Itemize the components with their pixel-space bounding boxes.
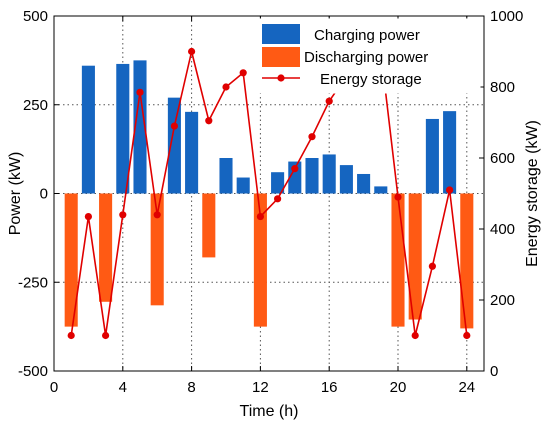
energy-storage-point bbox=[446, 186, 454, 194]
charging-power-bar bbox=[81, 65, 95, 194]
left-y-tick-label: 250 bbox=[23, 97, 48, 114]
energy-storage-point bbox=[291, 165, 299, 173]
charging-power-bar bbox=[167, 97, 181, 194]
x-tick-label: 4 bbox=[119, 379, 127, 396]
charging-power-bar bbox=[322, 154, 336, 194]
right-y-tick-label: 0 bbox=[490, 363, 498, 380]
energy-storage-point bbox=[188, 47, 196, 56]
energy-storage-point bbox=[256, 212, 264, 221]
energy-storage-point bbox=[308, 133, 316, 141]
x-axis-label: Time (h) bbox=[240, 403, 299, 420]
charging-power-bar bbox=[305, 158, 319, 194]
charging-power-bar bbox=[339, 165, 353, 194]
energy-storage-point bbox=[463, 331, 471, 340]
discharging-power-bar bbox=[391, 193, 405, 327]
charging-power-bar bbox=[374, 186, 388, 194]
left-y-tick-label: -250 bbox=[18, 274, 48, 291]
right-y-axis-label: Energy storage (kW) bbox=[524, 120, 541, 267]
charging-power-bar bbox=[185, 111, 199, 194]
charging-power-bar bbox=[271, 172, 285, 194]
right-y-tick-label: 600 bbox=[490, 150, 515, 167]
legend: Charging power Discharging power Energy … bbox=[257, 18, 481, 94]
x-tick-label: 24 bbox=[458, 379, 475, 396]
discharging-power-bar bbox=[408, 193, 422, 320]
bars bbox=[64, 60, 474, 329]
discharging-power-bar bbox=[64, 193, 78, 327]
legend-label-discharging: Discharging power bbox=[304, 49, 428, 66]
energy-storage-point bbox=[67, 331, 75, 340]
energy-storage-point bbox=[119, 211, 127, 219]
energy-storage-point bbox=[170, 122, 178, 130]
energy-storage-point bbox=[153, 211, 161, 219]
ticks: 0 4 8 12 16 20 24 -500 -250 0 250 500 0 200 400 600 800 1… bbox=[18, 8, 523, 396]
right-y-tick-label: 200 bbox=[490, 292, 515, 309]
energy-storage-point bbox=[394, 193, 402, 201]
energy-storage-point bbox=[136, 88, 144, 96]
discharging-power-bar bbox=[99, 193, 113, 302]
energy-storage-point bbox=[325, 97, 333, 105]
charging-power-bar bbox=[443, 111, 457, 194]
energy-storage-point bbox=[102, 331, 110, 340]
charging-power-bar bbox=[357, 173, 371, 194]
legend-swatch-discharging bbox=[262, 47, 300, 67]
legend-swatch-charging bbox=[262, 24, 300, 44]
legend-label-charging: Charging power bbox=[314, 27, 420, 44]
discharging-power-bar bbox=[253, 193, 267, 327]
legend-label-energy-storage: Energy storage bbox=[320, 71, 422, 88]
energy-storage-point bbox=[205, 117, 213, 125]
left-y-axis-label: Power (kW) bbox=[7, 152, 24, 236]
x-tick-label: 20 bbox=[390, 379, 407, 396]
x-tick-label: 8 bbox=[187, 379, 195, 396]
left-y-tick-label: 500 bbox=[23, 8, 48, 25]
energy-storage-point bbox=[239, 69, 247, 77]
legend-marker-energy-storage bbox=[277, 74, 285, 82]
right-y-tick-label: 1000 bbox=[490, 8, 523, 25]
charging-power-bar bbox=[219, 158, 233, 194]
energy-storage-point bbox=[222, 83, 230, 91]
charging-power-bar bbox=[425, 118, 439, 194]
discharging-power-bar bbox=[460, 193, 474, 329]
energy-storage-point bbox=[428, 262, 436, 270]
left-y-tick-label: -500 bbox=[18, 363, 48, 380]
x-tick-label: 12 bbox=[252, 379, 269, 396]
energy-storage-point bbox=[274, 195, 282, 203]
energy-storage-polyline bbox=[70, 50, 468, 336]
discharging-power-bar bbox=[202, 193, 216, 258]
discharging-power-bar bbox=[150, 193, 164, 306]
energy-storage-point bbox=[84, 212, 92, 221]
x-tick-label: 16 bbox=[321, 379, 338, 396]
right-y-tick-label: 400 bbox=[490, 221, 515, 238]
x-tick-label: 0 bbox=[50, 379, 58, 396]
charging-power-bar bbox=[236, 177, 250, 194]
charging-power-bar bbox=[116, 63, 130, 194]
left-y-tick-label: 0 bbox=[40, 186, 48, 203]
energy-storage-point bbox=[411, 331, 419, 340]
right-y-tick-label: 800 bbox=[490, 79, 515, 96]
